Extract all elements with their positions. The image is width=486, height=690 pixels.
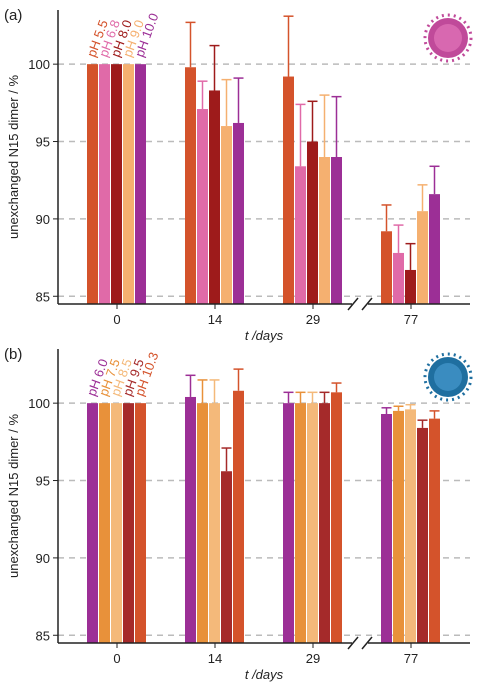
y-tick-label: 90 xyxy=(36,551,50,566)
bar xyxy=(197,403,208,643)
y-tick-label: 90 xyxy=(36,212,50,227)
axis-break xyxy=(361,297,373,311)
y-axis-label: unexchanged N15 dimer / % xyxy=(6,75,21,239)
bar xyxy=(429,418,440,643)
x-axis-label: t /days xyxy=(245,667,284,682)
y-tick-label: 85 xyxy=(36,289,50,304)
bar xyxy=(99,64,110,304)
bar xyxy=(221,471,232,643)
bar xyxy=(381,231,392,304)
bar xyxy=(221,126,232,304)
bar xyxy=(283,403,294,643)
virus-icon xyxy=(423,13,473,63)
bar xyxy=(197,109,208,304)
x-tick-label: 29 xyxy=(306,651,320,666)
x-tick-label: 77 xyxy=(404,651,418,666)
bar xyxy=(417,211,428,304)
bar xyxy=(307,141,318,304)
x-axis-label: t /days xyxy=(245,328,284,343)
bar xyxy=(185,67,196,305)
bar xyxy=(87,403,98,643)
y-tick-label: 95 xyxy=(36,135,50,150)
bar xyxy=(87,64,98,304)
virus-icon xyxy=(423,352,473,402)
bar xyxy=(393,252,404,304)
bar xyxy=(209,90,220,304)
axis-break xyxy=(361,636,373,650)
bar xyxy=(307,403,318,643)
x-tick-label: 0 xyxy=(113,312,120,327)
panel-label: (a) xyxy=(4,7,22,24)
bar xyxy=(393,410,404,643)
bar xyxy=(295,403,306,643)
y-tick-label: 85 xyxy=(36,628,50,643)
bar xyxy=(209,403,220,643)
y-tick-label: 95 xyxy=(36,474,50,489)
bar xyxy=(429,194,440,304)
bar xyxy=(405,409,416,643)
axis-break xyxy=(347,636,359,650)
bar xyxy=(319,157,330,304)
bar xyxy=(233,122,244,305)
axis-break xyxy=(347,297,359,311)
panel-label: (b) xyxy=(4,346,22,363)
bar xyxy=(111,64,122,304)
bar xyxy=(319,403,330,643)
bar xyxy=(283,76,294,305)
bar xyxy=(331,392,342,643)
bar xyxy=(381,413,392,643)
x-tick-label: 14 xyxy=(208,312,222,327)
bar xyxy=(295,166,306,304)
y-tick-label: 100 xyxy=(28,57,50,72)
x-tick-label: 77 xyxy=(404,312,418,327)
bar xyxy=(233,390,244,643)
x-tick-label: 29 xyxy=(306,312,320,327)
bar xyxy=(185,396,196,643)
bar xyxy=(405,269,416,304)
y-axis-label: unexchanged N15 dimer / % xyxy=(6,414,21,578)
x-tick-label: 14 xyxy=(208,651,222,666)
bar xyxy=(111,403,122,643)
bar xyxy=(99,403,110,643)
bar xyxy=(123,64,134,304)
bar xyxy=(331,157,342,304)
x-tick-label: 0 xyxy=(113,651,120,666)
y-tick-label: 100 xyxy=(28,396,50,411)
bar xyxy=(123,403,134,643)
bar xyxy=(417,427,428,643)
bar xyxy=(135,403,146,643)
bar xyxy=(135,64,146,304)
